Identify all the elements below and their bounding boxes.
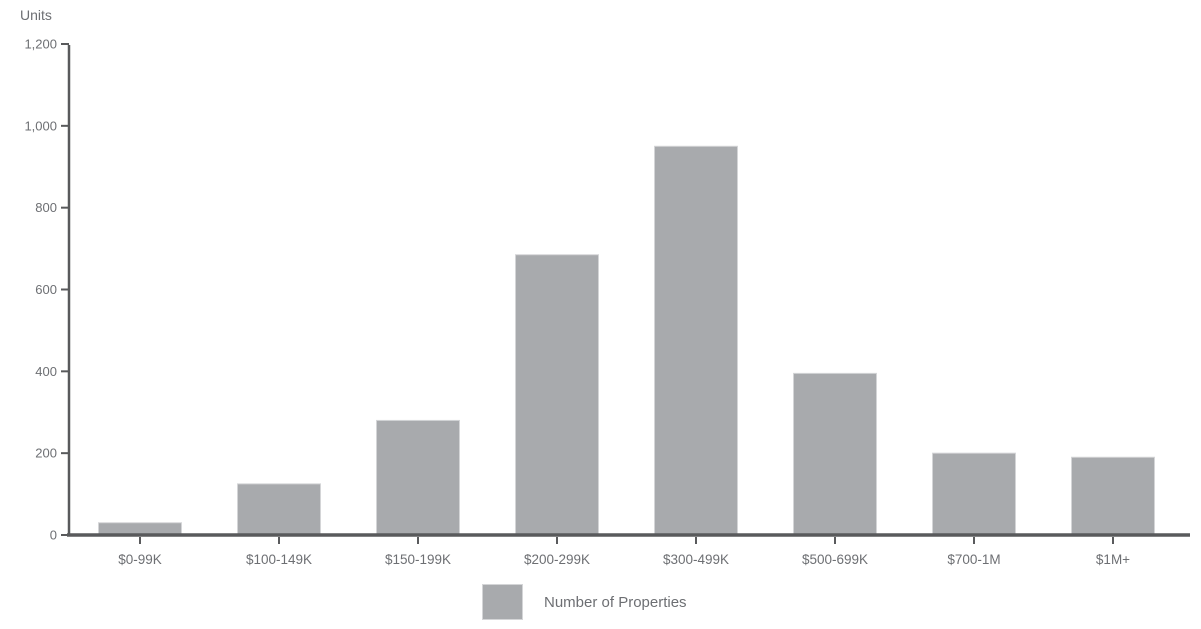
- bar-$100-149K[interactable]: [237, 483, 321, 536]
- y-tick-label: 1,200: [24, 37, 57, 52]
- legend-item-number-of-properties[interactable]: Number of Properties: [482, 584, 687, 620]
- bar-$300-499K[interactable]: [654, 145, 738, 536]
- x-tick-label: $1M+: [1096, 552, 1130, 567]
- x-tick-label: $200-299K: [524, 552, 590, 567]
- x-tick-label: $500-699K: [802, 552, 868, 567]
- x-tick-label: $0-99K: [118, 552, 162, 567]
- x-tick-label: $700-1M: [947, 552, 1000, 567]
- y-tick-label: 800: [35, 200, 57, 215]
- bar-$1M+[interactable]: [1071, 456, 1155, 536]
- legend-label: Number of Properties: [544, 593, 687, 611]
- y-tick-label: 600: [35, 282, 57, 297]
- x-tick-label: $100-149K: [246, 552, 312, 567]
- y-axis-title: Units: [20, 7, 52, 23]
- bar-$200-299K[interactable]: [515, 254, 599, 536]
- y-tick-label: 0: [50, 528, 57, 543]
- bar-$0-99K[interactable]: [98, 522, 182, 536]
- y-tick-label: 400: [35, 364, 57, 379]
- y-tick-label: 200: [35, 446, 57, 461]
- bar-$700-1M[interactable]: [932, 452, 1016, 536]
- bar-$500-699K[interactable]: [793, 372, 877, 536]
- x-tick-label: $150-199K: [385, 552, 451, 567]
- x-tick-label: $300-499K: [663, 552, 729, 567]
- bar-$150-199K[interactable]: [376, 419, 460, 536]
- legend-swatch-icon: [482, 584, 523, 620]
- y-tick-label: 1,000: [24, 118, 57, 133]
